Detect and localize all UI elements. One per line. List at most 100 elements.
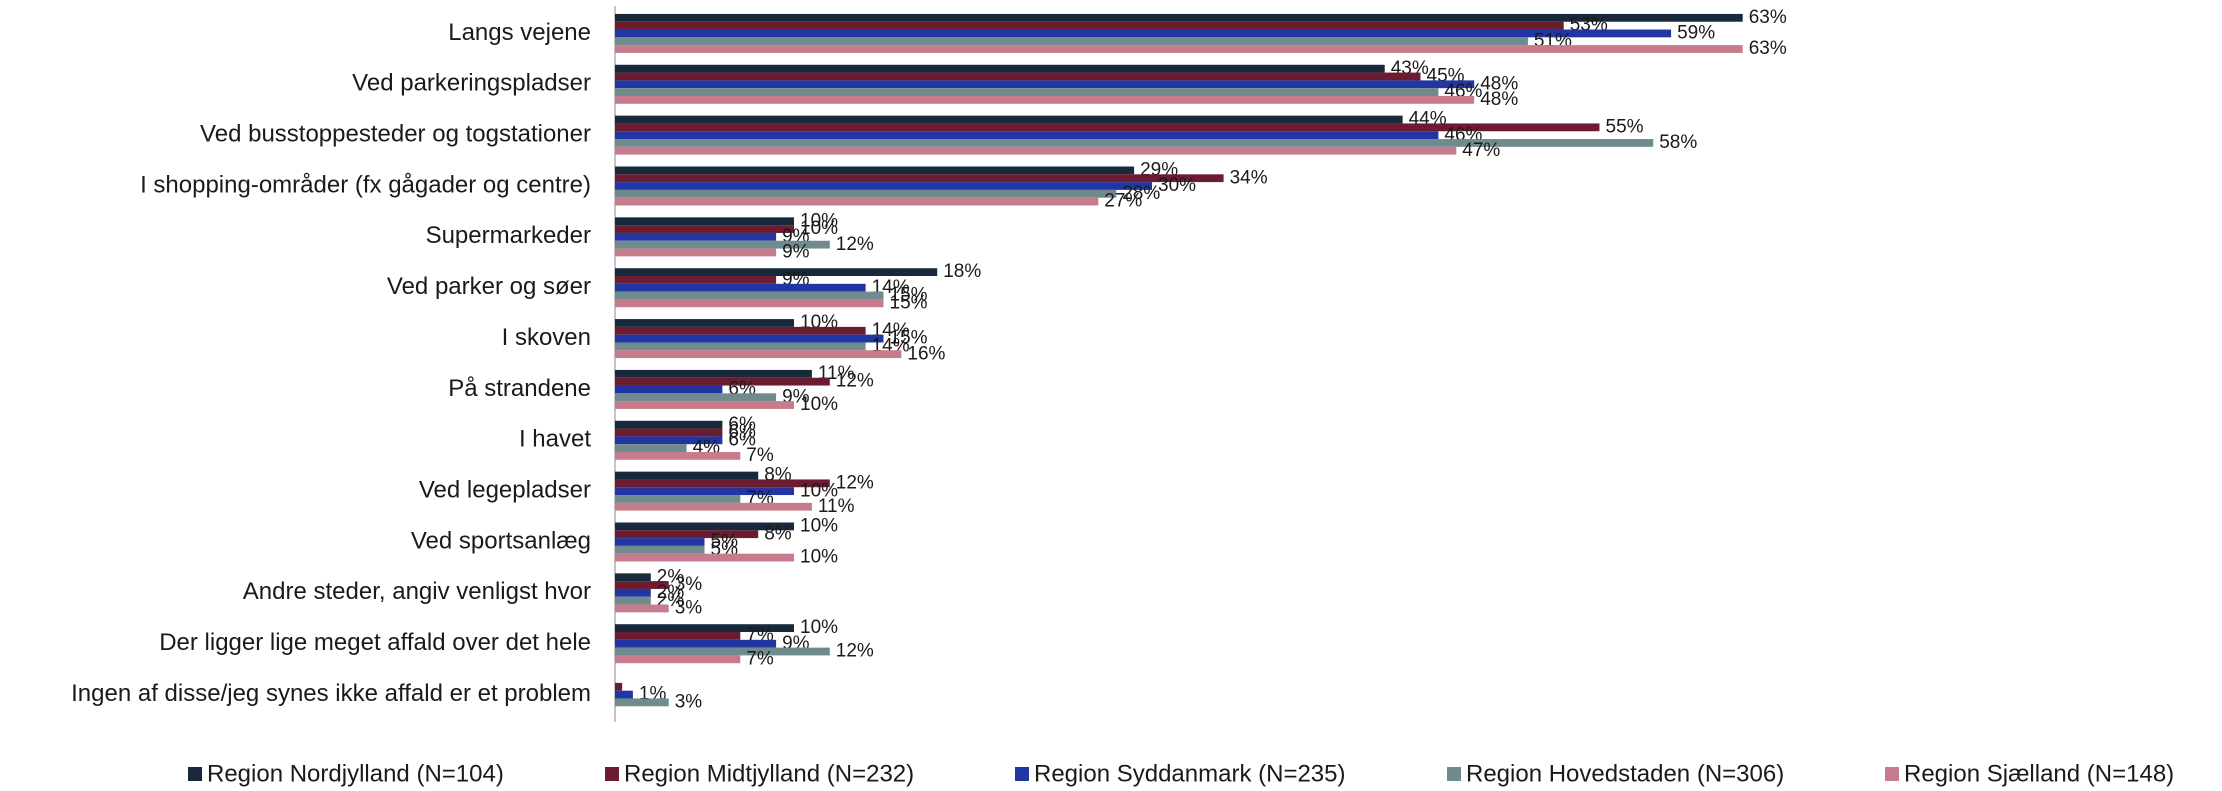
data-label: 15% bbox=[890, 285, 928, 306]
bar bbox=[615, 538, 705, 546]
bar bbox=[615, 88, 1439, 96]
category-label: Ved parker og søer bbox=[387, 273, 591, 300]
data-label: 15% bbox=[890, 328, 928, 349]
data-label: 55% bbox=[1606, 116, 1644, 137]
data-label: 3% bbox=[675, 574, 703, 595]
bar bbox=[615, 268, 938, 277]
category-label: Ved busstoppesteder og togstationer bbox=[200, 120, 591, 147]
category-label: Supermarkeder bbox=[426, 222, 591, 249]
legend-label: Region Hovedstaden (N=306) bbox=[1466, 760, 1784, 787]
bar bbox=[615, 291, 884, 300]
bar bbox=[615, 581, 669, 589]
bar bbox=[615, 37, 1528, 46]
bar bbox=[615, 283, 866, 292]
data-label: 48% bbox=[1480, 89, 1518, 110]
data-label: 6% bbox=[728, 414, 756, 435]
data-label: 6% bbox=[728, 429, 756, 450]
data-label: 2% bbox=[657, 582, 685, 603]
bar bbox=[615, 401, 794, 409]
bar bbox=[615, 487, 794, 496]
category-label: Ved parkeringspladser bbox=[352, 70, 591, 97]
legend-swatch bbox=[1447, 767, 1461, 781]
bar bbox=[615, 342, 866, 351]
bar bbox=[615, 471, 759, 480]
bar bbox=[615, 21, 1564, 30]
bar bbox=[615, 420, 723, 429]
legend-swatch bbox=[1885, 767, 1899, 781]
bar bbox=[615, 682, 623, 691]
data-label: 63% bbox=[1749, 38, 1787, 59]
data-label: 7% bbox=[746, 445, 774, 466]
bar bbox=[615, 369, 812, 378]
bar bbox=[615, 451, 741, 460]
bar bbox=[615, 146, 1457, 155]
bar bbox=[615, 166, 1135, 175]
legend-label: Region Nordjylland (N=104) bbox=[207, 760, 504, 787]
legend-label: Region Midtjylland (N=232) bbox=[624, 760, 914, 787]
bar bbox=[615, 189, 1117, 198]
data-label: 34% bbox=[1230, 167, 1268, 188]
bar bbox=[615, 334, 884, 343]
data-label: 27% bbox=[1104, 191, 1142, 212]
bar bbox=[615, 530, 759, 539]
category-label: Ved legepladser bbox=[419, 476, 591, 503]
bar bbox=[615, 80, 1475, 89]
category-label: Langs vejene bbox=[448, 19, 591, 46]
category-label: I shopping-områder (fx gågader og centre… bbox=[140, 171, 591, 198]
data-label: 12% bbox=[836, 472, 874, 493]
bar bbox=[615, 72, 1421, 81]
category-label: Ved sportsanlæg bbox=[411, 527, 591, 554]
category-label: På strandene bbox=[448, 375, 591, 402]
data-label: 16% bbox=[907, 343, 945, 364]
bar bbox=[615, 604, 669, 613]
bar bbox=[615, 639, 777, 648]
bar bbox=[615, 573, 651, 582]
bar bbox=[615, 64, 1385, 73]
bar bbox=[615, 299, 884, 308]
data-label: 10% bbox=[800, 480, 838, 501]
bar bbox=[615, 596, 651, 605]
bar bbox=[615, 588, 651, 597]
bar bbox=[615, 197, 1099, 206]
bar bbox=[615, 182, 1152, 190]
bar bbox=[615, 479, 830, 488]
legend-swatch bbox=[605, 767, 619, 781]
data-label: 5% bbox=[711, 531, 739, 552]
bar bbox=[615, 232, 777, 241]
legend-label: Region Syddanmark (N=235) bbox=[1034, 760, 1346, 787]
bar bbox=[615, 326, 866, 335]
data-label: 9% bbox=[782, 242, 810, 263]
bar bbox=[615, 553, 794, 562]
bar bbox=[615, 495, 741, 503]
data-label: 12% bbox=[836, 641, 874, 662]
data-label: 28% bbox=[1122, 183, 1160, 204]
legend-swatch bbox=[188, 767, 202, 781]
bar bbox=[615, 436, 723, 445]
bar bbox=[615, 428, 723, 437]
data-label: 10% bbox=[800, 210, 838, 231]
data-label: 48% bbox=[1480, 73, 1518, 94]
bar bbox=[615, 502, 812, 511]
legend-swatch bbox=[1015, 767, 1029, 781]
data-label: 3% bbox=[675, 691, 703, 712]
bar bbox=[615, 393, 777, 402]
data-label: 12% bbox=[836, 234, 874, 255]
data-label: 59% bbox=[1677, 23, 1715, 44]
data-label: 3% bbox=[675, 598, 703, 619]
bar bbox=[615, 13, 1743, 22]
bar bbox=[615, 647, 830, 656]
bar bbox=[615, 240, 830, 249]
bar bbox=[615, 248, 777, 257]
bar bbox=[615, 131, 1439, 140]
bar bbox=[615, 690, 633, 699]
data-label: 18% bbox=[943, 261, 981, 282]
bar bbox=[615, 545, 705, 554]
bar bbox=[615, 350, 902, 359]
bar bbox=[615, 174, 1224, 183]
legend-label: Region Sjælland (N=148) bbox=[1904, 760, 2174, 787]
data-label: 30% bbox=[1158, 175, 1196, 196]
bar bbox=[615, 115, 1403, 124]
data-label: 47% bbox=[1462, 140, 1500, 161]
bar bbox=[615, 655, 741, 664]
